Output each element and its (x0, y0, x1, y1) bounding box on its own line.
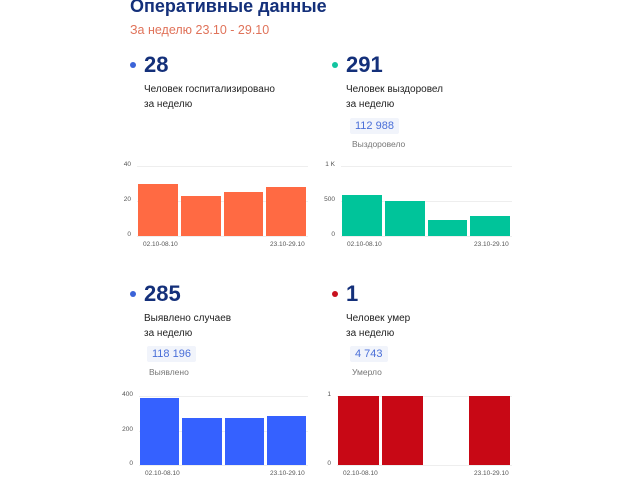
metric-desc: Человек умер за неделю (346, 311, 410, 341)
x-tick-label: 02.10-08.10 (145, 470, 180, 477)
x-tick-label: 23.10-29.10 (474, 241, 509, 248)
bar-16.10-22.10[interactable] (223, 192, 264, 236)
x-tick-label: 02.10-08.10 (347, 241, 382, 248)
bar-23.10-29.10[interactable] (266, 415, 306, 465)
desc-line: за неделю (346, 99, 395, 110)
metric-desc: Выявлено случаев за неделю (144, 311, 231, 341)
total-label: Выявлено (149, 367, 189, 377)
gridline (341, 166, 512, 167)
x-tick-label: 02.10-08.10 (343, 470, 378, 477)
desc-line: Человек госпитализировано (144, 84, 275, 95)
y-tick-label: 1 K (325, 161, 335, 168)
bar-02.10-08.10[interactable] (140, 397, 180, 465)
bar-09.10-15.10[interactable] (180, 195, 221, 236)
desc-line: за неделю (144, 99, 193, 110)
metric-dot (130, 62, 136, 68)
bar-09.10-15.10[interactable] (381, 396, 423, 465)
y-tick-label: 40 (123, 161, 131, 168)
chart-cases: 0 200 400 02.10-08.10 23.10-29.10 (122, 391, 308, 477)
desc-line: Человек умер (346, 313, 411, 324)
gridline (139, 465, 308, 466)
metric-desc: Человек госпитализировано за неделю (144, 82, 275, 112)
x-tick-label: 23.10-29.10 (270, 241, 305, 248)
gridline (139, 430, 308, 432)
metric-desc: Человек выздоровел за неделю (346, 82, 443, 112)
desc-line: за неделю (144, 328, 193, 339)
gridline (341, 201, 512, 202)
y-tick-label: 0 (331, 231, 335, 238)
bar-09.10-15.10[interactable] (182, 417, 222, 465)
x-tick-label: 23.10-29.10 (270, 470, 305, 477)
total-label: Выздоровело (352, 139, 406, 149)
x-tick-label: 23.10-29.10 (474, 470, 509, 477)
page-title: Оперативные данные (130, 0, 327, 16)
bar-02.10-08.10[interactable] (338, 396, 379, 465)
desc-line: Человек выздоровел (346, 84, 443, 95)
y-tick-label: 200 (122, 425, 133, 433)
chart-deaths: 0 1 02.10-08.10 23.10-29.10 (327, 391, 512, 477)
total-label: Умерло (352, 367, 382, 377)
gridline (137, 236, 308, 237)
bar-23.10-29.10[interactable] (266, 187, 306, 236)
total-badge: 4 743 (350, 346, 388, 362)
y-tick-label: 1 (327, 391, 331, 398)
gridline (137, 166, 308, 167)
total-badge: 118 196 (147, 346, 196, 362)
bar-16.10-22.10[interactable] (224, 418, 264, 465)
y-tick-label: 20 (123, 196, 131, 203)
bar-23.10-29.10[interactable] (469, 396, 510, 465)
bar-02.10-08.10[interactable] (342, 195, 382, 236)
metric-value-recovered: 291 (346, 52, 383, 77)
gridline (337, 465, 512, 466)
gridline (139, 396, 308, 397)
total-badge: 112 988 (350, 118, 399, 134)
y-tick-label: 400 (122, 391, 133, 398)
y-tick-label: 0 (127, 231, 131, 238)
x-tick-label: 02.10-08.10 (143, 241, 178, 248)
bar-16.10-22.10[interactable] (427, 219, 468, 236)
desc-line: за неделю (346, 328, 395, 339)
metric-dot (130, 291, 136, 297)
y-tick-label: 0 (129, 460, 133, 467)
gridline (341, 236, 512, 237)
bar-23.10-29.10[interactable] (470, 215, 510, 236)
metric-value-hospitalized: 28 (144, 52, 169, 77)
bar-09.10-15.10[interactable] (384, 201, 425, 236)
chart-recovered: 0 500 1 K 02.10-08.10 23.10-29.10 (324, 161, 512, 248)
metric-dot (332, 291, 338, 297)
y-tick-label: 0 (327, 460, 331, 467)
metric-dot (332, 62, 338, 68)
bar-02.10-08.10[interactable] (138, 183, 178, 236)
metric-value-cases: 285 (144, 281, 181, 306)
chart-hospitalized: 0 20 40 02.10-08.10 23.10-29.10 (124, 161, 308, 248)
gridline (337, 396, 512, 397)
period-subtitle: За неделю 23.10 - 29.10 (130, 23, 270, 37)
gridline (137, 201, 308, 202)
y-tick-label: 500 (324, 196, 335, 203)
metric-value-deaths: 1 (346, 281, 359, 306)
desc-line: Выявлено случаев (144, 313, 232, 324)
